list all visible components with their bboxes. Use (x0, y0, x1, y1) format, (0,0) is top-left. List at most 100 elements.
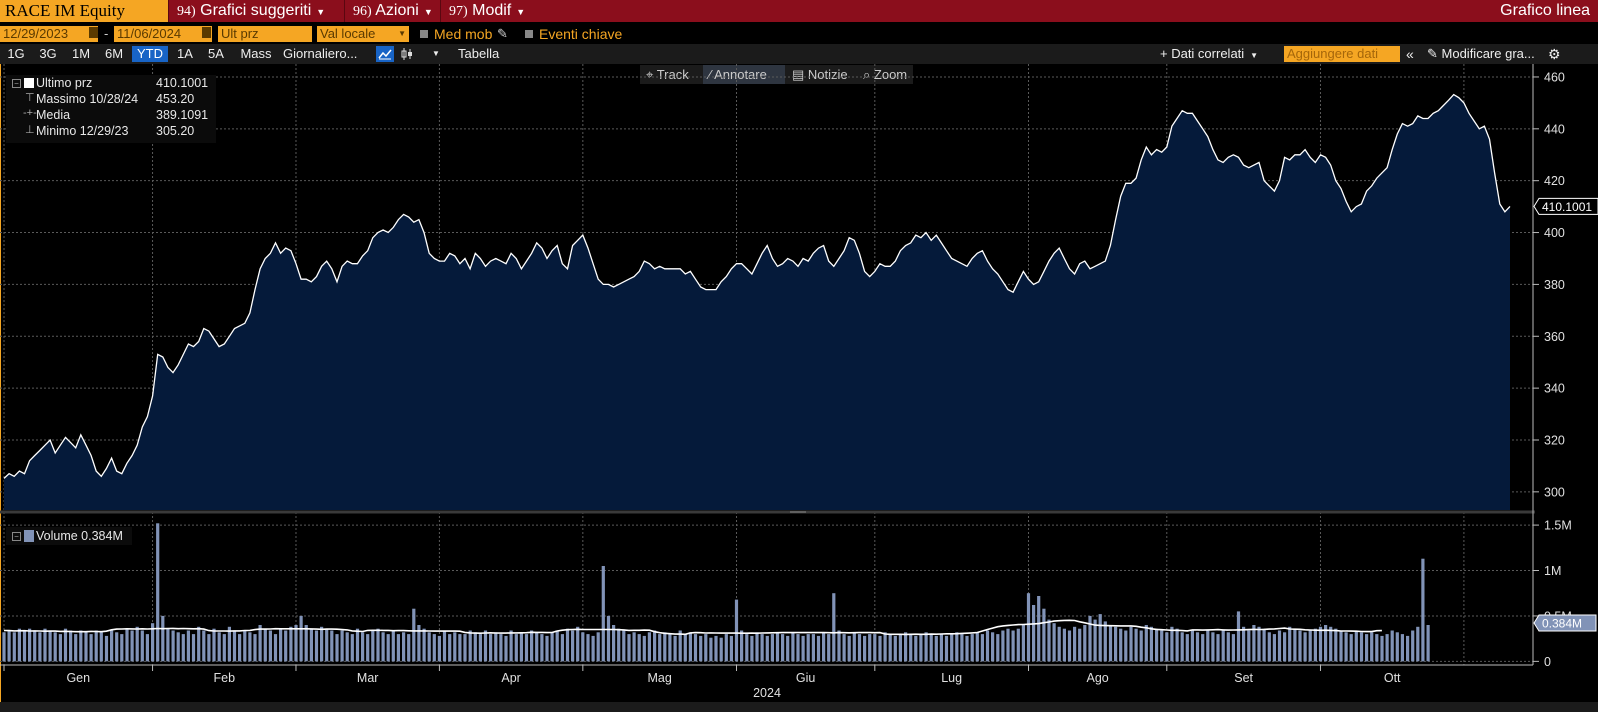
volume-bar (402, 632, 406, 662)
volume-bar (950, 634, 954, 662)
range-3g-button[interactable]: 3G (39, 46, 57, 61)
range-max-button[interactable]: Mass (240, 46, 272, 61)
price-tick-label: 340 (1544, 382, 1565, 396)
legend-volume-label: Volume 0.384M (36, 529, 123, 543)
edit-chart-button[interactable]: ✎ Modificare gra... (1427, 46, 1535, 61)
volume-bar (125, 628, 129, 662)
collapse-icon[interactable]: − (12, 79, 21, 88)
key-events-checkbox[interactable] (525, 30, 533, 38)
volume-bar (1067, 630, 1072, 662)
last-volume-label: 0.384M (1542, 617, 1582, 631)
range-6m-button[interactable]: 6M (104, 46, 124, 61)
candlestick-icon[interactable] (400, 46, 414, 62)
date-separator: - (104, 26, 109, 41)
volume-bar (1062, 628, 1066, 662)
price-axis: 300 320 340 360 380 400 420 440 460 (1533, 70, 1565, 499)
related-data-button[interactable]: + Dati correlati ▼ (1160, 46, 1259, 61)
volume-bar (325, 628, 329, 662)
range-5a-button[interactable]: 5A (208, 46, 224, 61)
table-button[interactable]: Tabella (458, 46, 500, 61)
volume-bar (366, 634, 370, 662)
volume-bar (407, 634, 411, 662)
volume-bar (1247, 630, 1251, 662)
volume-average-line (3, 619, 1382, 636)
volume-bar (1037, 596, 1041, 662)
month-tick-label: Lug (941, 671, 962, 685)
volume-bar (371, 630, 375, 662)
volume-bar (960, 634, 964, 662)
zoom-tool[interactable]: ⌕ Zoom (863, 67, 908, 82)
volume-bar (734, 599, 739, 662)
legend-avg-label: Media (36, 108, 71, 122)
gear-icon[interactable]: ⚙ (1548, 46, 1561, 62)
volume-bar (504, 635, 508, 662)
calendar-icon[interactable] (202, 27, 211, 38)
volume-bar (1057, 626, 1061, 662)
volume-bar (781, 634, 785, 662)
volume-bar (1365, 634, 1369, 662)
scroll-bar[interactable] (0, 702, 1598, 712)
volume-bar (294, 625, 298, 662)
volume-bar (944, 635, 949, 662)
volume-bar (248, 632, 252, 662)
volume-bar (509, 630, 513, 662)
annotate-tool[interactable]: ⁄ Annotare (703, 65, 785, 84)
volume-bar (299, 615, 303, 662)
volume-bar (1026, 593, 1031, 662)
add-data-input[interactable]: Aggiungere dati (1284, 46, 1400, 62)
volume-bar (1221, 630, 1225, 662)
volume-bar (427, 632, 431, 662)
volume-bar (499, 634, 503, 662)
menu-suggested-charts[interactable]: 94) Grafici suggeriti ▼ (168, 0, 333, 22)
volume-bar (320, 626, 324, 662)
price-swatch-icon (24, 78, 34, 88)
calendar-icon[interactable] (89, 27, 98, 38)
volume-swatch-icon (24, 530, 34, 542)
volume-bar (540, 634, 544, 662)
volume-bar (868, 634, 872, 662)
volume-bar (883, 632, 887, 662)
line-chart-icon[interactable] (376, 46, 394, 62)
volume-bar (350, 634, 354, 662)
end-date-input[interactable]: 11/06/2024 (114, 26, 212, 42)
volume-bar (191, 634, 196, 662)
menu-actions[interactable]: 96) Azioni ▼ (344, 0, 441, 22)
moving-avg-label[interactable]: Med mob (434, 26, 493, 42)
range-ytd-button[interactable]: YTD (132, 46, 168, 62)
volume-bar (1380, 635, 1384, 662)
price-field-input[interactable]: Ult prz (218, 26, 312, 42)
frequency-select[interactable]: Giornaliero... (283, 46, 358, 61)
start-date-input[interactable]: 12/29/2023 (0, 26, 98, 42)
range-1g-button[interactable]: 1G (7, 46, 25, 61)
volume-bar (232, 630, 237, 662)
range-1a-button[interactable]: 1A (177, 46, 193, 61)
volume-legend: − Volume 0.384M (6, 527, 132, 545)
volume-bar (1124, 630, 1128, 662)
news-tool[interactable]: ▤ Notizie (792, 67, 848, 82)
volume-bar (1042, 608, 1046, 662)
key-events-label[interactable]: Eventi chiave (539, 26, 623, 42)
track-tool[interactable]: ⌖ Track (646, 67, 689, 82)
volume-bar (304, 625, 308, 662)
volume-bar (1354, 630, 1358, 662)
volume-bar (1298, 630, 1302, 662)
volume-bar (709, 637, 713, 662)
range-1m-button[interactable]: 1M (71, 46, 91, 61)
volume-bar (1149, 626, 1153, 662)
collapse-left-icon[interactable]: « (1406, 46, 1414, 62)
ticker-field[interactable]: RACE IM Equity (0, 0, 168, 22)
moving-avg-checkbox[interactable] (420, 30, 428, 38)
volume-bar (571, 630, 575, 662)
menu-edit[interactable]: 97) Modif ▼ (440, 0, 533, 22)
volume-bar (376, 628, 380, 662)
collapse-icon[interactable]: − (12, 532, 21, 541)
currency-select[interactable]: Val locale ▼ (317, 26, 409, 42)
volume-bar (996, 634, 1000, 662)
volume-bar (74, 634, 78, 662)
chart-style-caret-icon[interactable]: ▼ (432, 49, 440, 58)
price-tick-label: 400 (1544, 226, 1565, 240)
volume-bar (463, 634, 467, 662)
pencil-icon[interactable]: ✎ (497, 26, 508, 41)
volume-bar (217, 632, 221, 662)
